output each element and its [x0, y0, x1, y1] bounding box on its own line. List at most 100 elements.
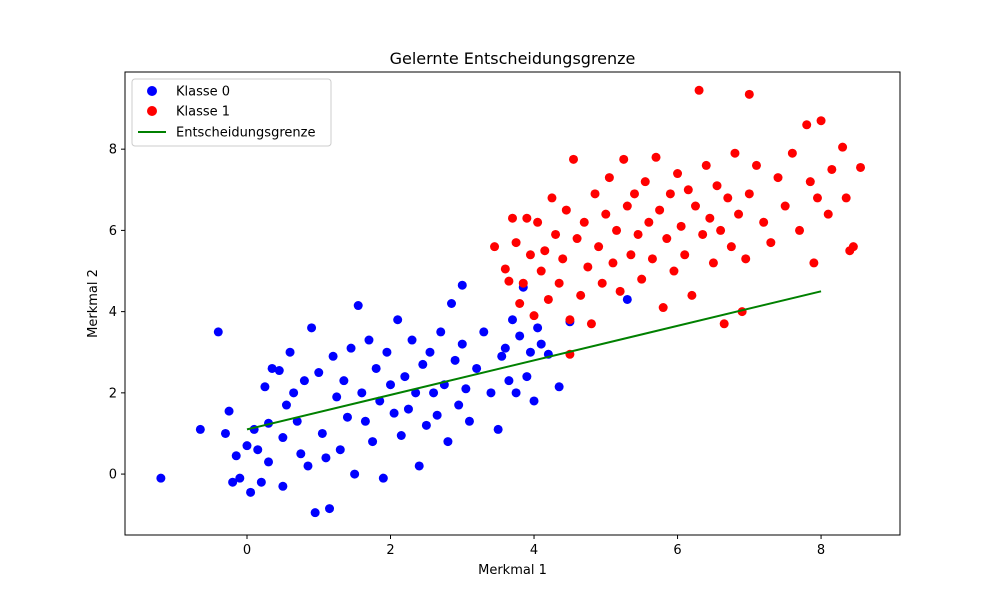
point-klasse-1 — [558, 254, 568, 264]
point-klasse-0 — [472, 363, 482, 373]
point-klasse-0 — [371, 363, 381, 373]
point-klasse-1 — [644, 217, 654, 227]
point-klasse-1 — [551, 229, 561, 239]
point-klasse-1 — [759, 217, 769, 227]
chart-title: Gelernte Entscheidungsgrenze — [390, 49, 636, 68]
legend-label-entscheidungsgrenze: Entscheidungsgrenze — [176, 126, 315, 141]
x-tick-label: 8 — [817, 543, 825, 558]
point-klasse-1 — [608, 258, 618, 268]
point-klasse-1 — [547, 193, 557, 203]
point-klasse-0 — [264, 457, 274, 467]
point-klasse-1 — [730, 148, 740, 158]
point-klasse-1 — [586, 319, 596, 329]
point-klasse-0 — [285, 347, 295, 357]
point-klasse-1 — [561, 205, 571, 215]
point-klasse-0 — [281, 400, 291, 410]
point-klasse-1 — [723, 193, 733, 203]
point-klasse-1 — [601, 209, 611, 219]
point-klasse-0 — [339, 376, 349, 386]
point-klasse-0 — [486, 388, 496, 398]
point-klasse-0 — [296, 449, 306, 459]
point-klasse-0 — [464, 416, 474, 426]
point-klasse-0 — [382, 347, 392, 357]
point-klasse-1 — [615, 286, 625, 296]
point-klasse-0 — [386, 380, 396, 390]
point-klasse-0 — [350, 469, 360, 479]
point-klasse-1 — [508, 213, 517, 223]
point-klasse-0 — [378, 473, 388, 483]
x-tick-label: 4 — [530, 543, 538, 558]
point-klasse-0 — [443, 437, 453, 447]
point-klasse-1 — [511, 238, 521, 248]
point-klasse-1 — [622, 201, 632, 211]
point-klasse-1 — [838, 142, 848, 152]
point-klasse-0 — [242, 441, 252, 451]
point-klasse-0 — [515, 331, 525, 341]
point-klasse-1 — [812, 193, 822, 203]
point-klasse-1 — [726, 242, 736, 252]
point-klasse-1 — [655, 205, 665, 215]
point-klasse-0 — [511, 388, 521, 398]
point-klasse-0 — [314, 368, 324, 378]
point-klasse-0 — [246, 487, 256, 497]
point-klasse-0 — [389, 408, 399, 418]
point-klasse-1 — [662, 234, 672, 244]
point-klasse-1 — [716, 225, 726, 235]
point-klasse-0 — [260, 382, 270, 392]
point-klasse-1 — [665, 189, 675, 199]
point-klasse-0 — [554, 382, 564, 392]
point-klasse-1 — [848, 242, 858, 252]
point-klasse-0 — [220, 428, 230, 438]
point-klasse-0 — [396, 430, 406, 440]
point-klasse-0 — [457, 339, 467, 349]
point-klasse-1 — [637, 274, 647, 284]
point-klasse-1 — [604, 173, 614, 183]
point-klasse-1 — [597, 278, 607, 288]
point-klasse-0 — [622, 294, 632, 304]
point-klasse-0 — [414, 461, 424, 471]
point-klasse-0 — [400, 372, 410, 382]
point-klasse-1 — [827, 164, 837, 174]
point-klasse-0 — [457, 280, 467, 290]
point-klasse-1 — [698, 229, 708, 239]
point-klasse-1 — [766, 238, 776, 248]
point-klasse-0 — [522, 372, 532, 382]
point-klasse-0 — [235, 473, 245, 483]
point-klasse-1 — [708, 258, 718, 268]
point-klasse-1 — [780, 201, 790, 211]
point-klasse-1 — [536, 266, 546, 276]
y-tick-label: 0 — [109, 468, 117, 483]
point-klasse-0 — [500, 343, 510, 353]
point-klasse-0 — [497, 351, 507, 361]
point-klasse-0 — [353, 301, 363, 311]
point-klasse-1 — [712, 181, 722, 191]
point-klasse-1 — [565, 315, 575, 325]
y-tick-label: 2 — [109, 386, 117, 401]
legend-label-klasse-1: Klasse 1 — [176, 105, 230, 120]
point-klasse-0 — [429, 388, 439, 398]
point-klasse-1 — [669, 266, 679, 276]
point-klasse-1 — [590, 189, 600, 199]
point-klasse-0 — [436, 327, 446, 337]
point-klasse-1 — [619, 154, 629, 164]
point-klasse-1 — [823, 209, 833, 219]
point-klasse-1 — [773, 173, 783, 183]
point-klasse-1 — [734, 209, 744, 219]
point-klasse-0 — [335, 445, 345, 455]
point-klasse-0 — [328, 351, 338, 361]
point-klasse-1 — [658, 303, 668, 313]
point-klasse-0 — [228, 477, 238, 487]
point-klasse-0 — [299, 376, 309, 386]
point-klasse-0 — [360, 416, 370, 426]
point-klasse-1 — [515, 299, 525, 308]
point-klasse-0 — [432, 410, 442, 420]
point-klasse-0 — [278, 433, 288, 443]
point-klasse-0 — [321, 453, 331, 463]
point-klasse-0 — [346, 343, 356, 353]
legend-box — [131, 78, 332, 147]
point-klasse-0 — [421, 420, 431, 430]
point-klasse-1 — [805, 177, 815, 187]
point-klasse-1 — [744, 189, 754, 199]
point-klasse-0 — [536, 339, 546, 349]
point-klasse-1 — [572, 234, 582, 244]
